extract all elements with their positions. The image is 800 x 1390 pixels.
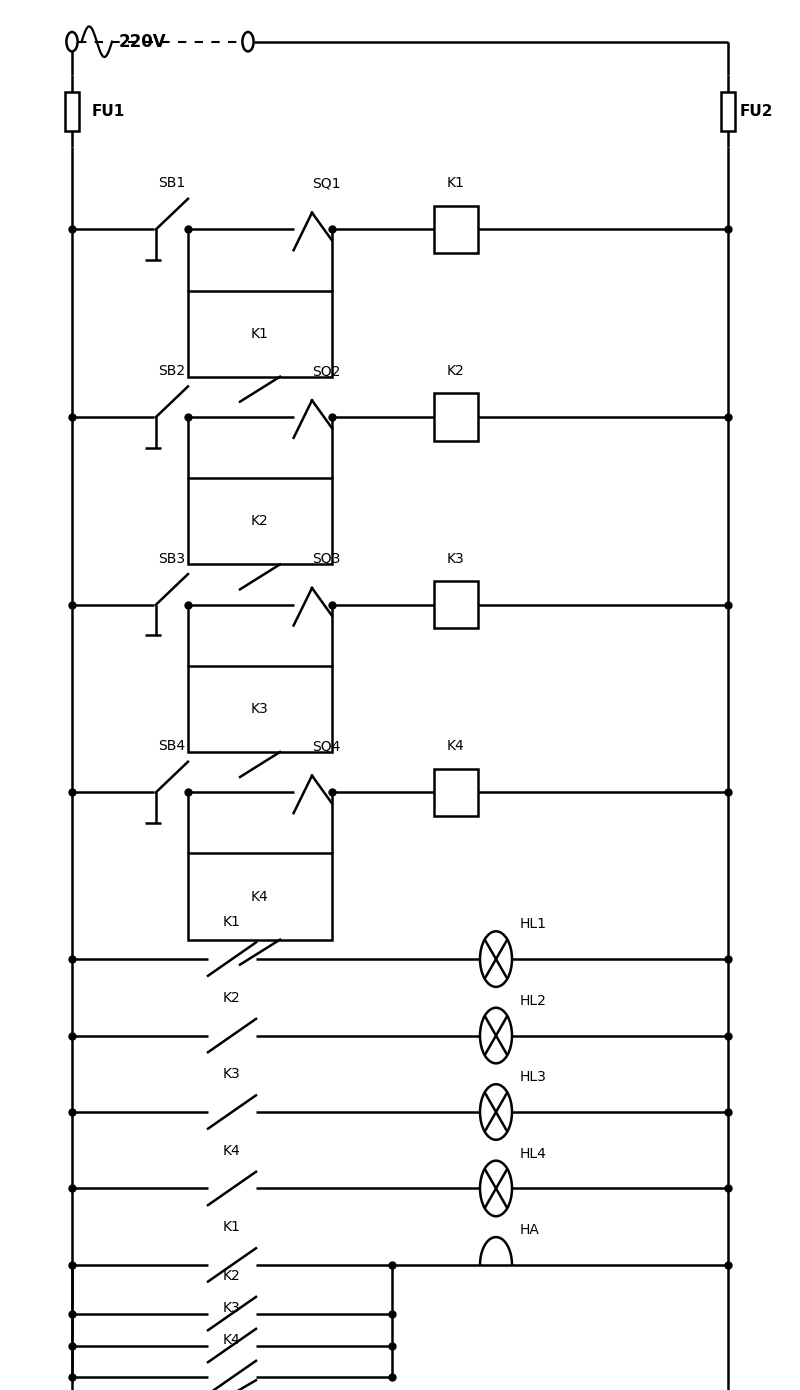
Text: SQ1: SQ1 xyxy=(312,177,341,190)
Text: SQ3: SQ3 xyxy=(312,552,340,566)
Text: SB1: SB1 xyxy=(158,177,186,190)
Text: K4: K4 xyxy=(447,739,465,753)
Bar xyxy=(65,92,79,131)
Text: K1: K1 xyxy=(223,1220,241,1234)
Text: K4: K4 xyxy=(223,1144,241,1158)
Text: HA: HA xyxy=(520,1223,540,1237)
Bar xyxy=(434,393,478,441)
Bar xyxy=(721,92,735,131)
Text: HL3: HL3 xyxy=(520,1070,547,1084)
Bar xyxy=(434,581,478,628)
Bar xyxy=(188,291,332,377)
Text: SB3: SB3 xyxy=(158,552,186,566)
Text: HL4: HL4 xyxy=(520,1147,547,1161)
Bar xyxy=(188,853,332,940)
Text: HL2: HL2 xyxy=(520,994,547,1008)
Text: FU2: FU2 xyxy=(740,104,774,118)
Text: K3: K3 xyxy=(251,702,269,716)
Bar xyxy=(188,478,332,564)
Bar xyxy=(434,206,478,253)
Text: K3: K3 xyxy=(223,1068,241,1081)
Text: SQ4: SQ4 xyxy=(312,739,340,753)
Text: 220V: 220V xyxy=(118,33,166,50)
Text: K1: K1 xyxy=(251,327,269,341)
Text: K3: K3 xyxy=(447,552,465,566)
Text: K4: K4 xyxy=(251,890,269,904)
Bar xyxy=(434,769,478,816)
Text: FU1: FU1 xyxy=(92,104,126,118)
Text: K2: K2 xyxy=(223,991,241,1005)
Text: SQ2: SQ2 xyxy=(312,364,340,378)
Text: HL1: HL1 xyxy=(520,917,547,931)
Text: K2: K2 xyxy=(447,364,465,378)
Bar xyxy=(188,666,332,752)
Text: SB2: SB2 xyxy=(158,364,186,378)
Text: K2: K2 xyxy=(251,514,269,528)
Text: K1: K1 xyxy=(447,177,465,190)
Text: SB4: SB4 xyxy=(158,739,186,753)
Text: K3: K3 xyxy=(223,1301,241,1315)
Text: K2: K2 xyxy=(223,1269,241,1283)
Text: K4: K4 xyxy=(223,1333,241,1347)
Text: K1: K1 xyxy=(223,915,241,929)
